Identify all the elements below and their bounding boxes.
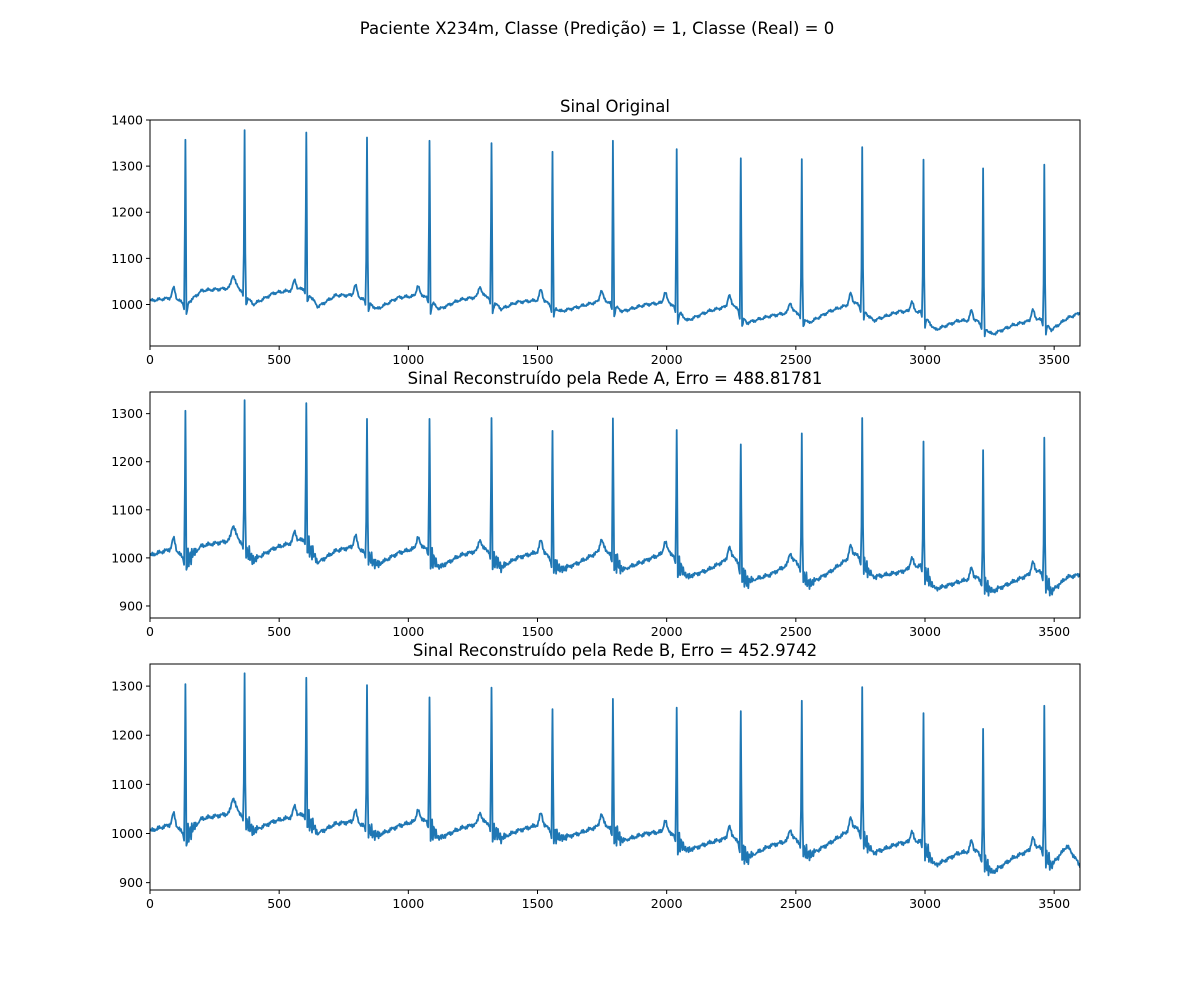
x-tick-label: 0	[146, 896, 154, 911]
x-tick-label: 500	[267, 624, 291, 639]
y-tick-label: 900	[119, 598, 143, 613]
x-tick-label: 1500	[522, 352, 554, 367]
x-tick-label: 1000	[392, 896, 424, 911]
x-tick-label: 2500	[780, 624, 812, 639]
subplot-title: Sinal Original	[560, 97, 670, 116]
signal-line	[150, 672, 1080, 877]
x-tick-label: 2000	[651, 624, 683, 639]
x-tick-label: 2500	[780, 352, 812, 367]
x-tick-label: 3000	[909, 352, 941, 367]
subplot-title: Sinal Reconstruído pela Rede A, Erro = 4…	[408, 369, 823, 388]
subplot-panels: Sinal Original 0 500 1000 1500 2000 2500 3000 35…	[111, 97, 1081, 911]
subplot-3: Sinal Reconstruído pela Rede B, Erro = 4…	[111, 641, 1081, 911]
x-tick-label: 500	[267, 352, 291, 367]
y-tick-label: 1300	[111, 679, 143, 694]
x-tick-label: 500	[267, 896, 291, 911]
x-tick-label: 3000	[909, 624, 941, 639]
x-tick-label: 0	[146, 352, 154, 367]
x-tick-label: 2000	[651, 352, 683, 367]
y-tick-label: 1200	[111, 728, 143, 743]
x-tick-label: 1000	[392, 624, 424, 639]
x-tick-label: 2500	[780, 896, 812, 911]
y-tick-label: 1200	[111, 205, 143, 220]
x-tick-label: 1500	[522, 896, 554, 911]
y-tick-label: 1300	[111, 159, 143, 174]
signal-line	[150, 129, 1080, 338]
subplot-title: Sinal Reconstruído pela Rede B, Erro = 4…	[413, 641, 817, 660]
axes-frame	[149, 391, 1081, 619]
y-tick-label: 1000	[111, 550, 143, 565]
y-tick-label: 1200	[111, 454, 143, 469]
subplot-2: Sinal Reconstruído pela Rede A, Erro = 4…	[111, 369, 1081, 639]
x-tick-label: 3000	[909, 896, 941, 911]
y-tick-label: 1100	[111, 777, 143, 792]
y-tick-label: 1000	[111, 297, 143, 312]
y-tick-label: 900	[119, 875, 143, 890]
x-tick-label: 3500	[1038, 624, 1070, 639]
y-tick-label: 1300	[111, 406, 143, 421]
x-tick-label: 3500	[1038, 896, 1070, 911]
axes-frame	[149, 663, 1081, 891]
y-tick-label: 1100	[111, 502, 143, 517]
y-tick-label: 1000	[111, 826, 143, 841]
signal-line	[150, 399, 1080, 597]
x-tick-label: 2000	[651, 896, 683, 911]
axes-frame	[149, 119, 1081, 347]
x-tick-label: 0	[146, 624, 154, 639]
y-tick-label: 1100	[111, 251, 143, 266]
x-tick-label: 1000	[392, 352, 424, 367]
y-tick-label: 1400	[111, 113, 143, 128]
figure-suptitle: Paciente X234m, Classe (Predição) = 1, C…	[360, 19, 834, 38]
subplot-1: Sinal Original 0 500 1000 1500 2000 2500 3000 35…	[111, 97, 1081, 367]
x-tick-label: 3500	[1038, 352, 1070, 367]
x-tick-label: 1500	[522, 624, 554, 639]
